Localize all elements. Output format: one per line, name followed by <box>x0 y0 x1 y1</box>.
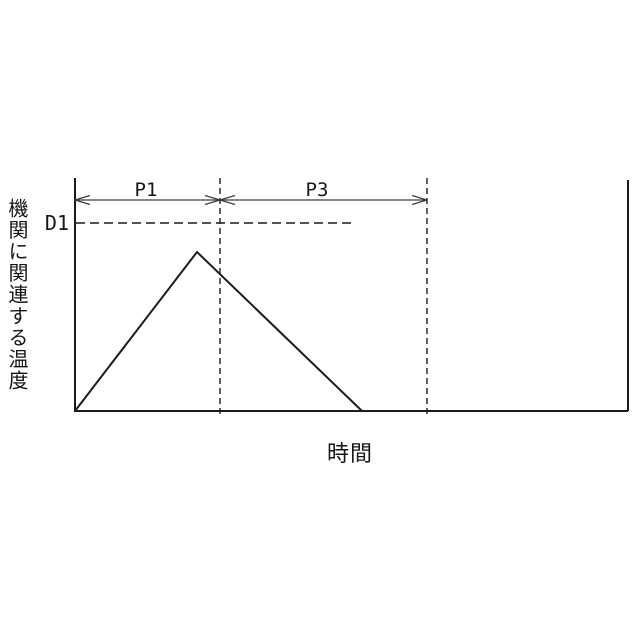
temperature-curve <box>74 250 363 412</box>
span-p1-arrow-head-barb <box>74 194 91 201</box>
span-p3-arrow-head-barb <box>219 194 236 201</box>
x-axis-title: 時間 <box>327 442 374 467</box>
period-p3-label: P3 <box>306 179 329 201</box>
span-p1-arrow-head-barb <box>204 199 221 206</box>
span-p1-arrow-head-barb <box>74 199 91 206</box>
span-p3-arrow-head-barb <box>411 194 428 201</box>
period-p1-label: P1 <box>135 179 158 201</box>
figure-geometry <box>74 178 629 418</box>
y-axis-title: 機関に関連する温度 <box>5 198 29 392</box>
span-p3-arrow-head-barb <box>219 199 236 206</box>
span-p1-arrow-head-barb <box>204 194 221 201</box>
threshold-d1-label: D1 <box>45 211 69 235</box>
span-p3-arrow-head-barb <box>411 199 428 206</box>
